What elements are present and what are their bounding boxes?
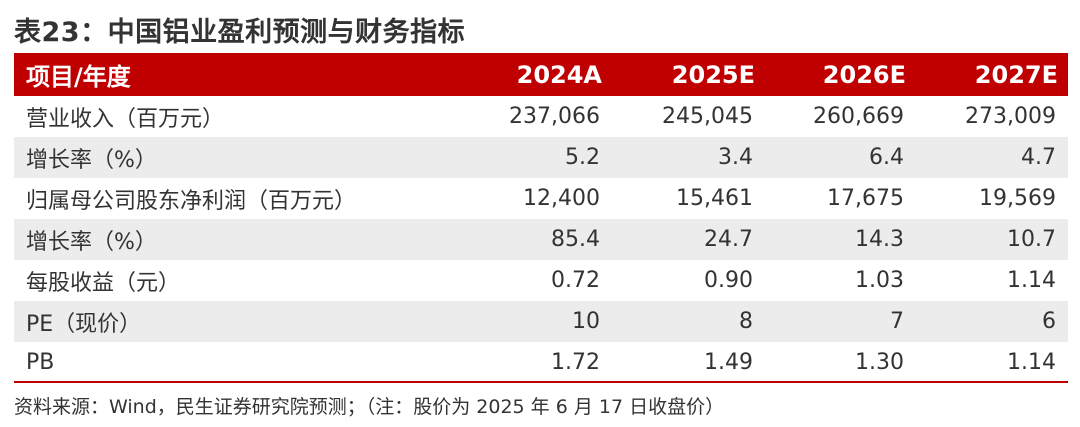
cell-value: 6 [1042,309,1056,334]
header-2025e: 2025E [671,60,755,89]
cell-value: 3.4 [718,145,753,170]
header-2026e: 2026E [822,60,906,89]
row-label: PB [26,350,55,375]
table-row: 增长率（%） 5.2 3.4 6.4 4.7 [14,137,1068,178]
cell-value: 5.2 [565,145,600,170]
cell-value: 273,009 [965,104,1056,129]
row-label: 归属母公司股东净利润（百万元） [26,188,357,214]
source-note: 资料来源：Wind，民生证券研究院预测；（注：股价为 2025 年 6 月 17… [14,396,725,418]
header-2027e: 2027E [974,60,1058,89]
table-row: PE（现价） 10 8 7 6 [14,301,1068,342]
cell-value: 237,066 [509,104,600,129]
cell-value: 0.72 [551,268,600,293]
table-bottom-rule [14,381,1068,383]
cell-value: 14.3 [855,227,904,252]
financial-forecast-table: 项目/年度 2024A 2025E 2026E 2027E 营业收入（百万元） … [14,53,1068,383]
table-title: 表23：中国铝业盈利预测与财务指标 [14,17,466,48]
header-2024a: 2024A [516,60,602,89]
cell-value: 10 [572,309,600,334]
row-label: 营业收入（百万元） [26,106,225,132]
header-row: 项目/年度 2024A 2025E 2026E 2027E [14,53,1068,96]
cell-value: 7 [890,309,904,334]
cell-value: 85.4 [551,227,600,252]
cell-value: 260,669 [813,104,904,129]
row-label: PE（现价） [26,311,142,337]
cell-value: 245,045 [662,104,753,129]
table-row: 营业收入（百万元） 237,066 245,045 260,669 273,00… [14,96,1068,137]
cell-value: 10.7 [1007,227,1056,252]
cell-value: 1.72 [551,350,600,375]
cell-value: 1.14 [1007,268,1056,293]
cell-value: 17,675 [827,186,904,211]
header-item-year: 项目/年度 [26,63,131,91]
cell-value: 1.49 [704,350,753,375]
cell-value: 0.90 [704,268,753,293]
cell-value: 1.30 [855,350,904,375]
table-body: 营业收入（百万元） 237,066 245,045 260,669 273,00… [14,96,1068,383]
cell-value: 24.7 [704,227,753,252]
row-label: 增长率（%） [26,229,157,255]
table-row: 归属母公司股东净利润（百万元） 12,400 15,461 17,675 19,… [14,178,1068,219]
table-header: 项目/年度 2024A 2025E 2026E 2027E [14,53,1068,96]
cell-value: 12,400 [523,186,600,211]
cell-value: 19,569 [979,186,1056,211]
table-row: 增长率（%） 85.4 24.7 14.3 10.7 [14,219,1068,260]
cell-value: 1.03 [855,268,904,293]
table-row: 每股收益（元） 0.72 0.90 1.03 1.14 [14,260,1068,301]
cell-value: 15,461 [676,186,753,211]
cell-value: 6.4 [869,145,904,170]
cell-value: 8 [739,309,753,334]
table-row: PB 1.72 1.49 1.30 1.14 [14,342,1068,383]
cell-value: 1.14 [1007,350,1056,375]
row-label: 每股收益（元） [26,270,181,296]
cell-value: 4.7 [1021,145,1056,170]
row-label: 增长率（%） [26,147,157,173]
